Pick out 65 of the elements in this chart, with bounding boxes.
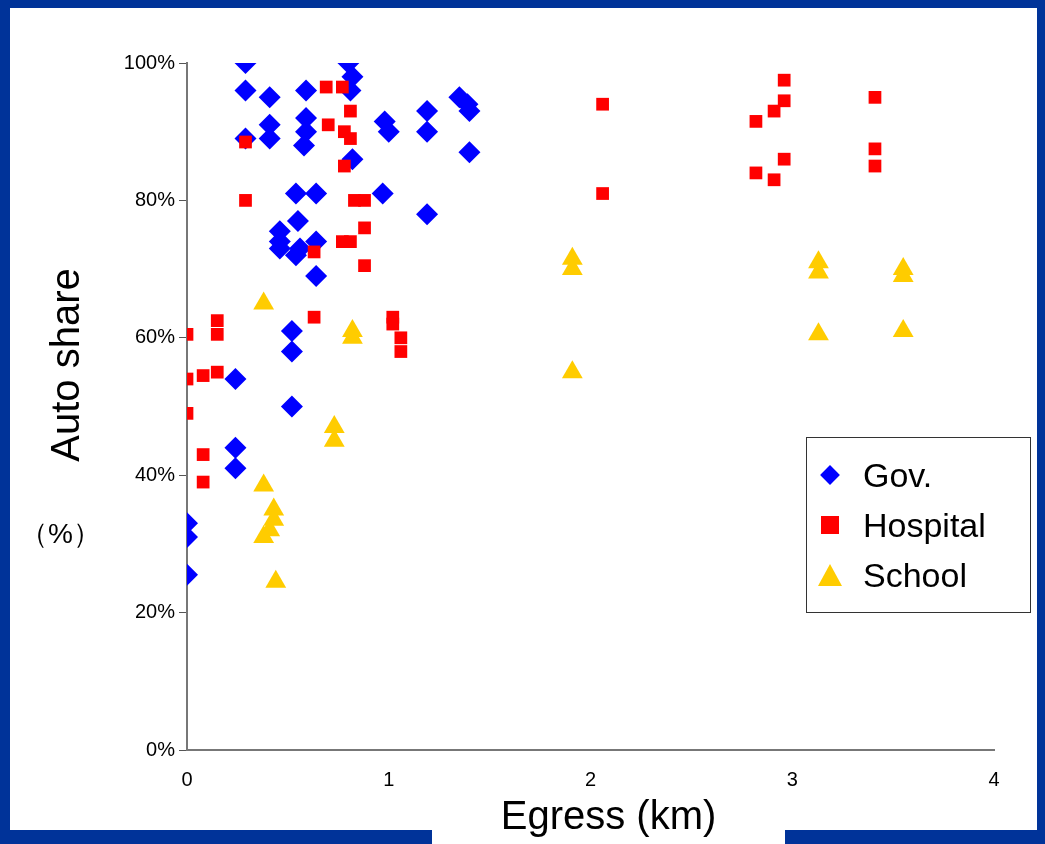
point: [224, 368, 247, 391]
x-axis-title: Egress (km): [499, 793, 718, 838]
x-tick-label: 3: [786, 767, 798, 790]
point: [596, 97, 609, 111]
point: [386, 317, 400, 331]
point: [767, 173, 781, 187]
point: [344, 132, 357, 145]
point: [416, 100, 439, 123]
point: [224, 457, 247, 480]
point: [307, 310, 321, 324]
legend-label: Gov.: [863, 455, 933, 495]
point: [210, 314, 224, 327]
point: [239, 194, 252, 207]
y-axis-title: Auto share: [42, 268, 88, 462]
point: [358, 194, 371, 207]
y-tick-label: 40%: [134, 462, 176, 485]
point: [596, 187, 609, 200]
point: [295, 79, 318, 102]
point: [777, 94, 791, 108]
x-tick-label: 2: [584, 767, 597, 790]
y-tick-label: 20%: [134, 600, 176, 623]
point: [394, 345, 408, 358]
point: [280, 319, 303, 342]
point: [305, 182, 328, 205]
point: [338, 159, 351, 173]
point: [358, 259, 371, 273]
point: [868, 90, 882, 104]
point: [344, 104, 357, 118]
point: [284, 182, 307, 205]
y-tick-label: 100%: [123, 50, 176, 73]
x-tick-label: 4: [988, 767, 1000, 790]
point: [305, 264, 328, 287]
point: [416, 203, 439, 226]
point: [196, 475, 210, 489]
point: [196, 369, 210, 382]
x-tick-label: 0: [181, 767, 193, 790]
y-tick-label: 80%: [134, 187, 176, 210]
y-tick-label: 60%: [134, 325, 176, 348]
point: [258, 86, 281, 109]
point: [321, 118, 335, 132]
point: [196, 448, 210, 461]
point: [224, 436, 247, 459]
point: [458, 141, 481, 164]
point: [319, 80, 333, 94]
point: [344, 235, 357, 248]
point: [416, 120, 439, 143]
point: [280, 395, 303, 418]
point: [234, 79, 257, 102]
point: [777, 152, 791, 166]
point: [286, 210, 309, 233]
legend-label: Hospital: [863, 505, 986, 545]
x-tick-label: 1: [383, 767, 395, 790]
point: [210, 328, 224, 341]
point: [394, 331, 408, 345]
y-tick-label: 0%: [146, 737, 176, 760]
point: [749, 115, 763, 128]
legend-label: School: [863, 555, 967, 595]
point: [280, 340, 303, 363]
point: [293, 134, 316, 157]
point: [358, 221, 371, 235]
point: [210, 365, 224, 379]
point: [335, 80, 349, 94]
text: （%）: [20, 517, 101, 551]
point: [371, 182, 394, 205]
point: [777, 73, 791, 87]
